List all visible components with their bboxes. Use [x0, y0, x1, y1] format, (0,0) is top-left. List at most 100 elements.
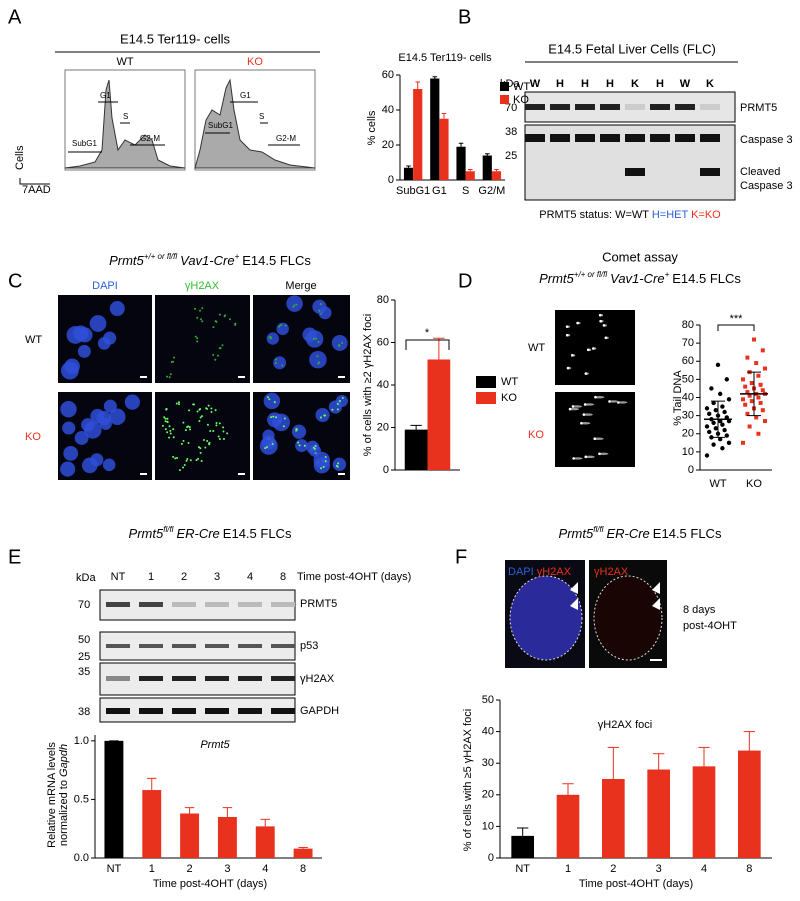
title-part: Prmt5 [129, 526, 164, 541]
lane-label: NT [111, 571, 126, 583]
gate-label: G2-M [276, 134, 296, 143]
x-tick-label: KO [746, 478, 762, 490]
nucleus [74, 431, 89, 445]
y-tick-label: 80 [377, 294, 389, 306]
point [715, 362, 721, 368]
point [726, 397, 732, 402]
bar [404, 429, 428, 470]
legend-swatch [476, 392, 496, 404]
band [106, 676, 130, 681]
focus [196, 316, 199, 319]
focus [271, 442, 274, 445]
focus [204, 446, 207, 449]
y-axis-label: % of cells with ≥2 γH2AX foci [362, 314, 374, 456]
band [271, 602, 295, 607]
comet [608, 400, 619, 403]
x-tick-label: 3 [224, 863, 230, 875]
title-part: E14.5 FLCs [653, 526, 722, 541]
point [720, 446, 725, 451]
band [700, 168, 720, 176]
point [720, 422, 725, 427]
focus [274, 358, 277, 361]
point [722, 409, 727, 415]
significance-bracket [405, 339, 450, 350]
comet [593, 437, 604, 440]
lane-label: 1 [148, 571, 154, 583]
focus [206, 423, 209, 426]
comet-head [602, 324, 606, 327]
comet-head [584, 455, 588, 459]
blot [99, 589, 296, 621]
nucleus [306, 440, 320, 454]
focus [317, 341, 320, 344]
point [713, 426, 718, 431]
nucleus [90, 453, 104, 467]
band [238, 602, 262, 607]
band [550, 104, 570, 110]
x-tick-label: 3 [656, 863, 662, 875]
band [172, 676, 196, 681]
point [763, 419, 767, 424]
bar [511, 835, 534, 858]
title-part: +/+ or fl/fl [144, 252, 178, 261]
point [720, 404, 725, 409]
y-tick-label: 40 [382, 104, 394, 116]
row-label: KO [528, 429, 544, 441]
y-tick-label: 30 [682, 410, 694, 422]
comet-head [598, 313, 602, 317]
bar [413, 89, 423, 180]
point [749, 381, 754, 385]
focus [186, 426, 189, 429]
focus [198, 446, 201, 449]
focus [218, 347, 221, 350]
band [700, 134, 720, 142]
label-part: normalized to [58, 777, 70, 846]
point [760, 348, 765, 353]
band [172, 708, 196, 714]
point [756, 373, 761, 378]
comet-head [591, 347, 595, 350]
band [600, 134, 620, 142]
title-part: Vav1-Cre [610, 271, 664, 286]
focus [174, 457, 177, 460]
bar [142, 790, 162, 858]
focus [265, 446, 268, 449]
x-tick-label: NT [515, 863, 530, 875]
focus [324, 456, 327, 459]
blot [99, 631, 296, 661]
comet [580, 422, 591, 425]
focus [169, 373, 172, 376]
bands [99, 589, 296, 723]
panel-label: F [455, 546, 467, 568]
histogram-frame [194, 69, 316, 171]
nucleus [109, 301, 125, 317]
band [525, 134, 545, 142]
bar [556, 794, 580, 858]
y-tick-label: 20 [482, 789, 494, 801]
title-part: ER-Cre [606, 526, 649, 541]
focus [272, 415, 275, 418]
focus [199, 309, 202, 312]
focus [189, 428, 192, 431]
y-tick-label: 20 [377, 421, 389, 433]
bar [180, 813, 200, 858]
panel-label: D [458, 270, 472, 292]
title-part: Prmt5 [109, 253, 144, 268]
focus [215, 422, 218, 425]
bar [430, 78, 440, 180]
comet-head [583, 403, 587, 406]
point [718, 436, 723, 442]
band-label: PRMT5 [740, 102, 777, 114]
title-part: fl/fl [593, 525, 603, 534]
title-part: E14.5 FLCs [223, 526, 292, 541]
micrograph [155, 392, 250, 480]
gate-label: G1 [240, 91, 251, 100]
focus [168, 376, 171, 379]
annotation: * [425, 327, 430, 339]
nucleus [60, 461, 76, 477]
focus [282, 425, 285, 428]
point [760, 388, 765, 393]
lane-label: 8 [280, 571, 286, 583]
stain-label: DAPI [92, 280, 118, 292]
focus [177, 403, 180, 406]
